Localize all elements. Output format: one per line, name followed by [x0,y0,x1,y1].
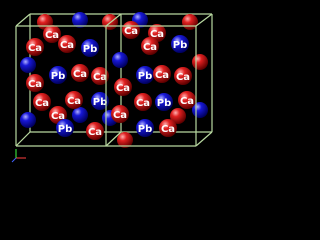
atom [159,119,177,137]
atom [178,91,196,109]
atom-label: Ca [116,83,130,94]
atom-label: Pb [138,124,153,135]
atom-label: Ca [113,110,127,121]
atom [136,66,154,84]
atom [56,119,74,137]
atom-label: Pb [51,71,66,82]
atom [91,67,109,85]
atom [114,78,132,96]
atom-label: Ca [143,42,157,53]
atom [86,122,104,140]
axis-triad [11,149,26,163]
atom [65,91,83,109]
atom [49,66,67,84]
atom-label: Ca [161,124,175,135]
atom [71,64,89,82]
atom [58,35,76,53]
atom-label: Ca [155,70,169,81]
atom [20,57,36,73]
atom [43,25,61,43]
atom-label: Ca [136,98,150,109]
atom-label: Pb [83,44,98,55]
atom [174,67,192,85]
atom [26,38,44,56]
atom-label: Pb [138,71,153,82]
atom-label: Ca [93,72,107,83]
atom [141,37,159,55]
atom [33,93,51,111]
atom [192,54,208,70]
atom [153,65,171,83]
atom [134,93,152,111]
atom [26,74,44,92]
atom-label: Pb [173,40,188,51]
atom-label: Ca [176,72,190,83]
atom [136,119,154,137]
atom-label: Ca [45,30,59,41]
atom [117,132,133,148]
atom [112,52,128,68]
atom-label: Ca [124,26,138,37]
cell-front [15,13,213,147]
atom [111,105,129,123]
atom-label: Ca [28,79,42,90]
atom [81,39,99,57]
atom-label: Ca [67,96,81,107]
atom [91,92,109,110]
atom [72,12,88,28]
atom [20,112,36,128]
atom [72,107,88,123]
atom-label: Ca [73,69,87,80]
atom-label: Ca [35,98,49,109]
atom-label: Ca [88,127,102,138]
atom-label: Ca [180,96,194,107]
atom-label: Ca [28,43,42,54]
atom [170,108,186,124]
atom-label: Pb [58,124,73,135]
atom-label: Ca [51,111,65,122]
atom [171,35,189,53]
atom [155,93,173,111]
atom [102,14,118,30]
atom-label: Pb [157,98,172,109]
atom-label: Pb [93,97,108,108]
atom-label: Ca [150,29,164,40]
atom-label: Ca [60,40,74,51]
